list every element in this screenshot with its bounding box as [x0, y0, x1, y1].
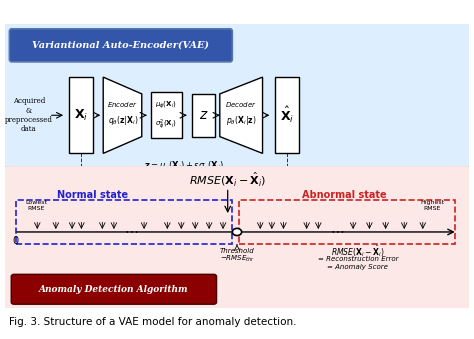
Text: Abnormal state: Abnormal state [301, 190, 386, 200]
FancyBboxPatch shape [2, 22, 472, 230]
FancyBboxPatch shape [69, 77, 93, 153]
Text: $q_\theta(\mathbf{z}|\mathbf{X}_i)$: $q_\theta(\mathbf{z}|\mathbf{X}_i)$ [108, 114, 138, 127]
Text: $-RMSE_{thr}$: $-RMSE_{thr}$ [219, 254, 255, 264]
Polygon shape [220, 77, 263, 153]
Text: Fig. 3. Structure of a VAE model for anomaly detection.: Fig. 3. Structure of a VAE model for ano… [9, 317, 297, 327]
FancyBboxPatch shape [2, 165, 472, 310]
Text: Normal state: Normal state [57, 190, 128, 200]
Text: $z$: $z$ [199, 108, 209, 122]
Text: $RMSE(\mathbf{X}_i - \hat{\mathbf{X}}_i)$: $RMSE(\mathbf{X}_i - \hat{\mathbf{X}}_i)… [331, 243, 384, 259]
Text: = Reconstruction Error: = Reconstruction Error [318, 256, 398, 262]
Text: $\mathbf{z} = \mu_q(\mathbf{X}_i) + \varepsilon\sigma_q(\mathbf{X}_i)$: $\mathbf{z} = \mu_q(\mathbf{X}_i) + \var… [144, 160, 223, 173]
Text: Lowest
RMSE: Lowest RMSE [25, 200, 47, 211]
Text: $p_\theta(\mathbf{X}_i|\mathbf{z})$: $p_\theta(\mathbf{X}_i|\mathbf{z})$ [226, 114, 256, 127]
Text: Anomaly Detection Algorithm: Anomaly Detection Algorithm [39, 285, 189, 294]
Text: $\mathbf{X}_i$: $\mathbf{X}_i$ [74, 108, 89, 123]
Text: $\hat{\mathbf{X}}_i$: $\hat{\mathbf{X}}_i$ [280, 105, 294, 125]
Text: Acquired
&
preprocessed
data: Acquired & preprocessed data [5, 97, 53, 133]
Text: $\sigma_\phi^2(\mathbf{X}_i)$: $\sigma_\phi^2(\mathbf{X}_i)$ [155, 117, 177, 132]
Circle shape [232, 228, 242, 236]
Text: $\mathit{Decoder}$: $\mathit{Decoder}$ [225, 100, 257, 108]
FancyBboxPatch shape [151, 92, 182, 138]
Polygon shape [103, 77, 142, 153]
FancyBboxPatch shape [192, 94, 215, 137]
Text: $\cdots$: $\cdots$ [124, 223, 138, 237]
Text: $\mu_\phi(\mathbf{X}_i)$: $\mu_\phi(\mathbf{X}_i)$ [155, 99, 177, 111]
FancyBboxPatch shape [275, 77, 299, 153]
Text: = Anomaly Score: = Anomaly Score [328, 264, 388, 270]
Text: $\mathit{Encoder}$: $\mathit{Encoder}$ [107, 100, 138, 108]
Text: $RMSE(\mathbf{X}_i - \hat{\mathbf{X}}_i)$: $RMSE(\mathbf{X}_i - \hat{\mathbf{X}}_i)… [189, 170, 266, 187]
Text: Highest
RMSE: Highest RMSE [420, 200, 444, 211]
FancyBboxPatch shape [9, 29, 232, 62]
Text: $\mathbf{X}_i$ : '$i$'th acquired data: $\mathbf{X}_i$ : '$i$'th acquired data [137, 181, 231, 194]
Text: $\cdots$: $\cdots$ [330, 223, 344, 237]
FancyBboxPatch shape [11, 274, 217, 304]
Text: Variantional Auto-Encoder(VAE): Variantional Auto-Encoder(VAE) [32, 41, 210, 49]
Text: 0: 0 [12, 236, 18, 246]
Text: Threshold: Threshold [219, 248, 255, 254]
